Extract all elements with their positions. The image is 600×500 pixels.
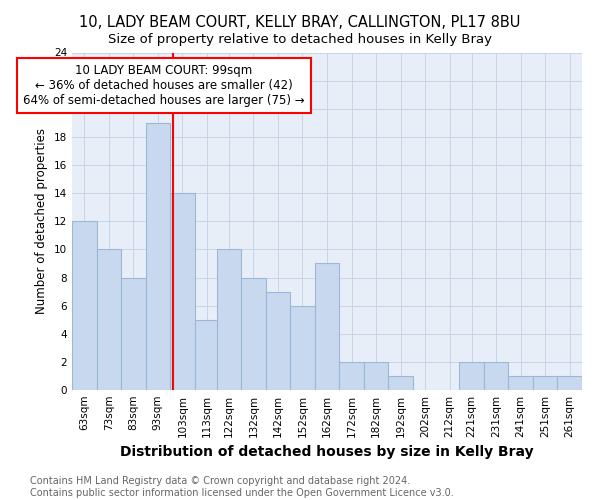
Bar — [194, 320, 219, 390]
Bar — [315, 264, 339, 390]
Bar — [533, 376, 557, 390]
Bar — [290, 306, 315, 390]
Y-axis label: Number of detached properties: Number of detached properties — [35, 128, 49, 314]
Bar — [170, 193, 194, 390]
X-axis label: Distribution of detached houses by size in Kelly Bray: Distribution of detached houses by size … — [120, 446, 534, 460]
Bar — [266, 292, 290, 390]
Bar — [388, 376, 413, 390]
Text: Contains HM Land Registry data © Crown copyright and database right 2024.
Contai: Contains HM Land Registry data © Crown c… — [30, 476, 454, 498]
Bar — [97, 250, 121, 390]
Bar — [484, 362, 508, 390]
Text: 10 LADY BEAM COURT: 99sqm
← 36% of detached houses are smaller (42)
64% of semi-: 10 LADY BEAM COURT: 99sqm ← 36% of detac… — [23, 64, 305, 108]
Text: 10, LADY BEAM COURT, KELLY BRAY, CALLINGTON, PL17 8BU: 10, LADY BEAM COURT, KELLY BRAY, CALLING… — [79, 15, 521, 30]
Bar — [339, 362, 364, 390]
Bar — [508, 376, 533, 390]
Bar — [241, 278, 266, 390]
Bar — [121, 278, 146, 390]
Bar — [72, 221, 97, 390]
Bar — [364, 362, 388, 390]
Bar — [217, 250, 241, 390]
Bar — [460, 362, 484, 390]
Bar — [557, 376, 582, 390]
Bar — [146, 123, 170, 390]
Text: Size of property relative to detached houses in Kelly Bray: Size of property relative to detached ho… — [108, 32, 492, 46]
